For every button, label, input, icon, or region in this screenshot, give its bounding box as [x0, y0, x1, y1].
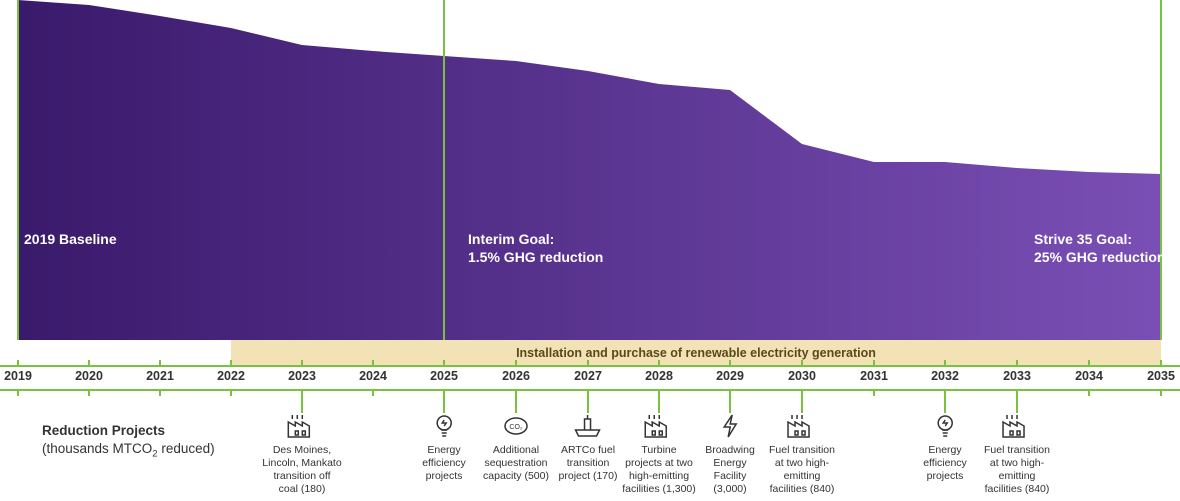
project-label: Fuel transitionat two high-emittingfacil…	[769, 444, 835, 497]
vertical-marker	[443, 0, 445, 340]
year-tick	[944, 360, 946, 365]
project-stem	[515, 396, 517, 413]
project-label: Turbineprojects at twohigh-emittingfacil…	[622, 444, 696, 497]
year-tick	[372, 360, 374, 365]
project-label: Additionalsequestrationcapacity (500)	[483, 444, 549, 483]
year-tick	[372, 391, 374, 396]
project-item: Additionalsequestrationcapacity (500)	[483, 412, 549, 483]
year-tick	[587, 360, 589, 365]
year-tick	[873, 360, 875, 365]
year-tick	[17, 391, 19, 396]
year-tick	[159, 360, 161, 365]
project-stem	[301, 396, 303, 413]
baseline-label: 2019 Baseline	[24, 230, 117, 248]
co2-icon	[499, 412, 533, 440]
year-tick	[159, 391, 161, 396]
year-label: 2035	[1145, 369, 1177, 383]
project-item: Turbineprojects at twohigh-emittingfacil…	[622, 412, 696, 497]
project-stem	[729, 396, 731, 413]
interim-line2: 1.5% GHG reduction	[468, 248, 603, 266]
strive-line2: 25% GHG reduction	[1034, 248, 1165, 266]
year-label: 2034	[1073, 369, 1105, 383]
project-stem	[443, 396, 445, 413]
factory-icon	[642, 412, 676, 440]
year-tick	[658, 360, 660, 365]
year-label: 2032	[929, 369, 961, 383]
year-tick	[873, 391, 875, 396]
year-tick	[1088, 360, 1090, 365]
vertical-marker	[17, 0, 19, 340]
project-item: Fuel transitionat two high-emittingfacil…	[984, 412, 1050, 497]
year-label: 2031	[858, 369, 890, 383]
renewable-bar: Installation and purchase of renewable e…	[231, 340, 1161, 365]
reduction-projects-heading: Reduction Projects (thousands MTCO2 redu…	[42, 422, 215, 461]
project-stem	[801, 396, 803, 413]
year-tick	[301, 360, 303, 365]
project-item: Fuel transitionat two high-emittingfacil…	[769, 412, 835, 497]
interim-line1: Interim Goal:	[468, 230, 603, 248]
year-label: 2028	[643, 369, 675, 383]
year-label: 2020	[73, 369, 105, 383]
year-label: 2022	[215, 369, 247, 383]
project-label: Des Moines,Lincoln, Mankatotransition of…	[262, 444, 341, 497]
year-tick	[1016, 360, 1018, 365]
project-item: BroadwingEnergyFacility(3,000)	[705, 412, 755, 497]
year-tick	[443, 360, 445, 365]
year-tick	[88, 391, 90, 396]
year-tick	[1160, 360, 1162, 365]
year-label: 2025	[428, 369, 460, 383]
year-tick	[230, 360, 232, 365]
project-item: Energyefficiencyprojects	[422, 412, 466, 483]
year-tick	[515, 360, 517, 365]
project-stem	[1016, 396, 1018, 413]
year-label: 2023	[286, 369, 318, 383]
renewable-bar-text: Installation and purchase of renewable e…	[516, 346, 876, 360]
year-label: 2026	[500, 369, 532, 383]
year-label: 2030	[786, 369, 818, 383]
project-label: Fuel transitionat two high-emittingfacil…	[984, 444, 1050, 497]
factory-icon	[285, 412, 319, 440]
project-label: BroadwingEnergyFacility(3,000)	[705, 444, 755, 497]
strive-goal-label: Strive 35 Goal: 25% GHG reduction	[1034, 230, 1165, 266]
year-tick	[230, 391, 232, 396]
year-tick	[801, 360, 803, 365]
vertical-marker	[1160, 0, 1162, 340]
project-stem	[944, 396, 946, 413]
reduction-sub-a: (thousands MTCO	[42, 441, 152, 456]
year-tick	[729, 360, 731, 365]
year-label: 2027	[572, 369, 604, 383]
project-stem	[587, 396, 589, 413]
strive-line1: Strive 35 Goal:	[1034, 230, 1165, 248]
year-label: 2029	[714, 369, 746, 383]
factory-icon	[785, 412, 819, 440]
project-label: Energyefficiencyprojects	[422, 444, 466, 483]
year-tick	[17, 360, 19, 365]
bulb-icon	[427, 412, 461, 440]
reduction-title: Reduction Projects	[42, 423, 165, 438]
year-label: 2021	[144, 369, 176, 383]
interim-goal-label: Interim Goal: 1.5% GHG reduction	[468, 230, 603, 266]
year-tick	[1160, 391, 1162, 396]
project-item: Des Moines,Lincoln, Mankatotransition of…	[262, 412, 341, 497]
factory-icon	[1000, 412, 1034, 440]
bulb-icon	[928, 412, 962, 440]
year-label: 2033	[1001, 369, 1033, 383]
ghg-reduction-chart: 2019 Baseline Interim Goal: 1.5% GHG red…	[0, 0, 1180, 501]
bolt-icon	[713, 412, 747, 440]
year-label: 2019	[2, 369, 34, 383]
area-chart-svg	[0, 0, 1180, 340]
project-label: Energyefficiencyprojects	[923, 444, 967, 483]
year-label: 2024	[357, 369, 389, 383]
project-stem	[658, 396, 660, 413]
project-item: Energyefficiencyprojects	[923, 412, 967, 483]
project-label: ARTCo fueltransitionproject (170)	[559, 444, 618, 483]
ship-icon	[571, 412, 605, 440]
reduction-sub-b: reduced)	[158, 441, 215, 456]
year-tick	[1088, 391, 1090, 396]
project-item: ARTCo fueltransitionproject (170)	[559, 412, 618, 483]
year-tick	[88, 360, 90, 365]
